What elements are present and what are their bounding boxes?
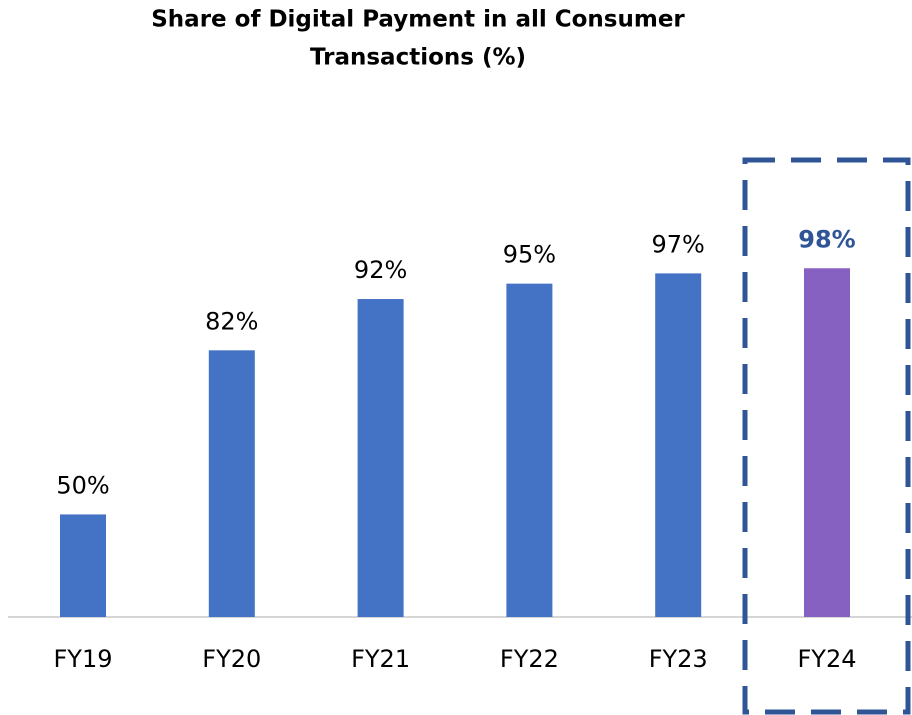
bar xyxy=(655,273,702,617)
value-label: 82% xyxy=(205,307,258,335)
value-label: 98% xyxy=(798,225,855,253)
value-label: 50% xyxy=(56,471,109,499)
highlight-box xyxy=(742,157,911,715)
x-tick-label: FY22 xyxy=(500,645,559,673)
bar xyxy=(506,283,553,617)
bar xyxy=(208,350,255,617)
value-label: 95% xyxy=(503,241,556,269)
chart-title: Share of Digital Payment in all Consumer xyxy=(151,7,685,33)
bar xyxy=(357,299,404,617)
value-label: 97% xyxy=(652,230,705,258)
bar xyxy=(60,514,106,617)
chart-title: Transactions (%) xyxy=(310,45,526,71)
value-label: 92% xyxy=(354,256,407,284)
x-tick-label: FY20 xyxy=(202,645,261,673)
x-tick-label: FY21 xyxy=(351,645,410,673)
bar xyxy=(804,268,850,617)
x-tick-label: FY23 xyxy=(649,645,708,673)
x-tick-label: FY24 xyxy=(797,645,856,673)
x-tick-label: FY19 xyxy=(53,645,112,673)
